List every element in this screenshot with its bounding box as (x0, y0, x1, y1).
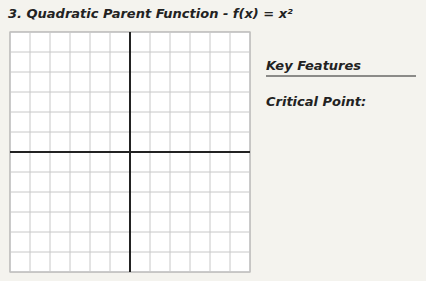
annotation: Key Features (266, 58, 361, 73)
title: 3. Quadratic Parent Function - f(x) = x² (8, 6, 293, 21)
grid-lines (10, 32, 250, 272)
axis-line (10, 151, 250, 153)
chart: 3. Quadratic Parent Function - f(x) = x²… (0, 0, 426, 281)
annotation: Critical Point: (266, 94, 366, 109)
plot-frame (10, 32, 250, 272)
annotation-underline (266, 76, 416, 77)
